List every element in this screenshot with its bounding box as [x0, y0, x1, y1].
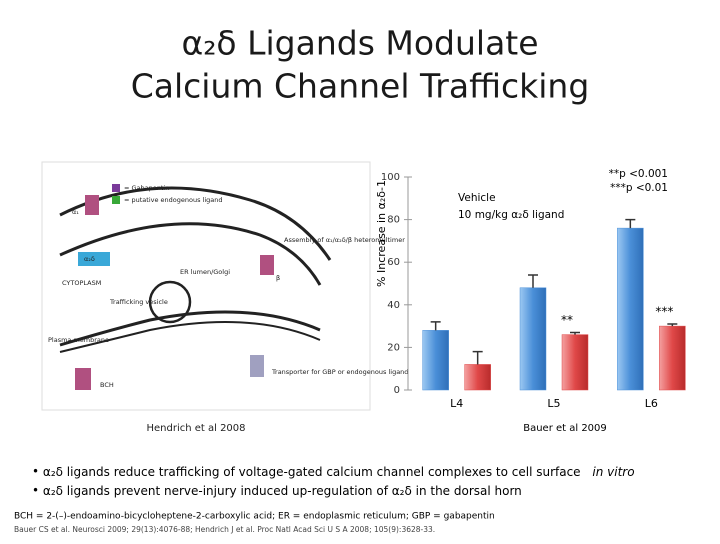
legend-entry: Vehicle — [458, 192, 496, 204]
diagram-label: BCH — [100, 381, 114, 389]
a2d-box — [78, 252, 110, 266]
y-tick-label: 20 — [387, 342, 400, 353]
legend-entry: 10 mg/kg α₂δ ligand — [458, 209, 564, 221]
error-bar — [528, 274, 538, 288]
legend-ligand — [112, 196, 120, 204]
diagram-label: Plasma membrane — [48, 336, 109, 344]
membrane — [59, 186, 332, 261]
channel — [85, 195, 99, 215]
x-tick-label: L4 — [450, 397, 463, 410]
bullet-emphasis: in vitro — [592, 465, 634, 479]
legend-gbp — [112, 184, 120, 192]
channel — [260, 255, 274, 275]
significance-legend: ***p <0.01 — [610, 182, 668, 194]
bullet-text: α₂δ ligands reduce trafficking of voltag… — [43, 465, 581, 479]
footnote: BCH = 2-(–)-endoamino-bicycloheptene-2-c… — [14, 512, 495, 522]
diagram-label: Assembly of α₁/α₂δ/β heteromultimer — [284, 236, 405, 244]
y-axis-label: % Increase in α₂δ-1 — [375, 180, 388, 287]
y-tick-label: 0 — [394, 385, 400, 396]
membrane — [59, 321, 321, 353]
channel — [75, 368, 91, 390]
significance-mark: *** — [655, 304, 673, 318]
y-tick-label: 80 — [387, 215, 400, 226]
bar — [519, 287, 547, 391]
diagram-label: = putative endogenous ligand — [124, 196, 223, 204]
y-tick-label: 40 — [387, 300, 400, 311]
bullet: • α₂δ ligands reduce trafficking of volt… — [32, 465, 635, 479]
membrane — [59, 310, 321, 347]
error-bar — [430, 321, 441, 331]
error-bar — [667, 323, 678, 327]
diagram-label: α₁ — [72, 208, 79, 216]
diagram-label: α₂δ — [84, 255, 95, 263]
bullet-text: α₂δ ligands prevent nerve-injury induced… — [43, 484, 522, 498]
caption: Hendrich et al 2008 — [146, 423, 245, 434]
chart-source: Bauer et al 2009 — [523, 423, 607, 434]
x-tick-label: L5 — [547, 397, 560, 410]
diagram-label: Transporter for GBP or endogenous ligand — [271, 368, 408, 376]
y-tick-label: 60 — [387, 257, 400, 268]
bar — [422, 330, 449, 391]
diagram-label: CYTOPLASM — [62, 279, 101, 287]
transporter — [250, 355, 264, 377]
title-line: Calcium Channel Trafficking — [131, 67, 590, 106]
diagram: = Gabapentin = putative endogenous ligan… — [41, 161, 408, 411]
bullet: • α₂δ ligands prevent nerve-injury induc… — [32, 484, 522, 498]
error-bar — [570, 331, 580, 335]
error-bar — [625, 218, 636, 229]
bar — [617, 227, 644, 391]
diagram-label: = Gabapentin — [124, 184, 169, 192]
diagram-label: ER lumen/Golgi — [180, 268, 230, 276]
title-line: α₂δ Ligands Modulate — [181, 24, 538, 63]
x-tick-label: L6 — [645, 397, 658, 410]
bar — [659, 325, 686, 391]
diagram-label: Trafficking vesicle — [109, 298, 168, 306]
diagram-label: β — [276, 274, 280, 282]
significance-mark: ** — [561, 313, 573, 327]
error-bar — [472, 350, 483, 365]
y-tick-label: 100 — [381, 172, 400, 183]
membrane — [59, 222, 322, 286]
vesicle — [148, 280, 192, 324]
significance-legend: **p <0.001 — [609, 168, 668, 180]
bar — [561, 334, 589, 391]
bar — [464, 364, 491, 391]
footnote: Bauer CS et al. Neurosci 2009; 29(13):40… — [14, 525, 435, 534]
